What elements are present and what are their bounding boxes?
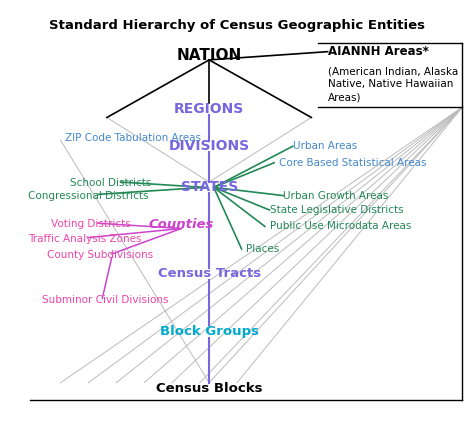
Text: DIVISIONS: DIVISIONS [169, 139, 250, 153]
Text: NATION: NATION [176, 48, 242, 63]
Text: State Legislative Districts: State Legislative Districts [270, 205, 403, 215]
Text: Places: Places [246, 244, 280, 254]
Text: Urban Areas: Urban Areas [293, 141, 357, 151]
Text: Standard Hierarchy of Census Geographic Entities: Standard Hierarchy of Census Geographic … [49, 19, 425, 32]
Text: Traffic Analysis Zones: Traffic Analysis Zones [28, 234, 141, 244]
Text: REGIONS: REGIONS [174, 102, 244, 116]
Text: Census Tracts: Census Tracts [157, 267, 261, 280]
Text: Public Use Microdata Areas: Public Use Microdata Areas [270, 221, 411, 232]
Text: County Subdivisions: County Subdivisions [46, 250, 153, 260]
Text: Core Based Statistical Areas: Core Based Statistical Areas [279, 158, 426, 168]
Text: Voting Districts: Voting Districts [51, 219, 131, 229]
Text: Subminor Civil Divisions: Subminor Civil Divisions [42, 296, 168, 305]
Text: Counties: Counties [148, 218, 214, 231]
Text: Block Groups: Block Groups [160, 325, 259, 338]
Text: Congressional Districts: Congressional Districts [28, 191, 148, 201]
Text: AIANNH Areas*: AIANNH Areas* [328, 45, 428, 58]
Text: ZIP Code Tabulation Areas: ZIP Code Tabulation Areas [65, 133, 201, 143]
Text: (American Indian, Alaska
Native, Native Hawaiian
Areas): (American Indian, Alaska Native, Native … [328, 66, 458, 103]
Text: Urban Growth Areas: Urban Growth Areas [283, 191, 389, 201]
Text: School Districts: School Districts [70, 178, 151, 188]
Text: STATES: STATES [181, 180, 238, 194]
Text: Census Blocks: Census Blocks [156, 382, 263, 396]
